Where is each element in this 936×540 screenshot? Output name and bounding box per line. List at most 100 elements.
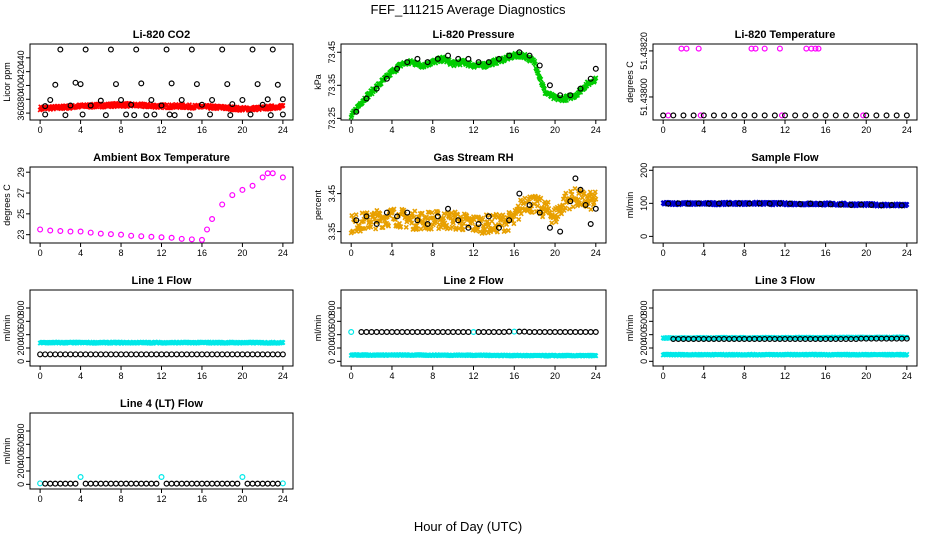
data-point [570,204,576,210]
data-point [214,480,221,487]
y-axis-label: Licor ppm [2,62,12,102]
data-point [873,112,880,119]
data-point [123,111,130,118]
data-point [832,112,839,119]
data-point [72,480,79,487]
panel-title: Line 4 (LT) Flow [120,398,203,410]
data-point [168,480,175,487]
x-tick-label: 24 [278,494,288,504]
data-point [148,96,155,103]
data-point [42,103,49,110]
data-point [198,101,205,108]
data-point [853,112,860,119]
data-point [363,95,370,102]
data-point [409,329,416,336]
data-point [131,112,138,119]
data-point [128,480,135,487]
y-tick-label: 23 [16,230,26,240]
data-point [521,328,528,335]
data-point [578,201,584,207]
data-point [143,351,150,358]
data-point [143,112,150,119]
marker-series-1 [665,200,905,209]
plot-frame [29,412,294,490]
data-point [883,112,890,119]
data-point [373,329,380,336]
y-axis-label: ml/min [2,438,12,465]
data-point [536,62,543,69]
marker-series-1 [665,45,867,119]
data-point [274,480,281,487]
x-tick-label: 16 [509,371,519,381]
data-point [87,229,94,236]
panel-title: Li-820 CO2 [133,29,190,41]
data-point [424,329,431,336]
y-tick-label: 420 [16,64,26,79]
plot-frame [29,289,294,367]
data-point [752,45,759,52]
data-point [480,329,487,336]
data-point [198,480,205,487]
data-point [47,351,54,358]
data-point [249,480,256,487]
data-point [741,112,748,119]
data-point [279,480,286,487]
y-tick-label: 73.45 [327,41,337,64]
data-point [450,329,457,336]
data-point [207,111,214,118]
data-point [592,192,598,198]
y-tick-label: 51.43800 [639,78,649,116]
data-point [118,231,125,238]
data-point [665,112,672,119]
data-point [107,231,114,238]
data-point [67,480,74,487]
data-point [158,234,165,241]
data-point [193,351,200,358]
x-tick-label: 16 [509,125,519,135]
data-point [526,329,533,336]
x-tick-label: 24 [278,371,288,381]
x-tick-label: 0 [38,371,43,381]
x-tick-label: 0 [38,125,43,135]
data-point [97,230,104,237]
x-tick-label: 16 [197,125,207,135]
data-point [569,191,575,198]
y-axis-label: ml/min [2,315,12,342]
data-point [148,480,155,487]
marker-series-2 [660,112,910,119]
data-point [112,480,119,487]
data-point [92,351,99,358]
data-point [700,112,707,119]
data-point [567,198,574,205]
x-tick-label: 16 [197,371,207,381]
data-point [803,45,810,52]
data-point [247,111,254,118]
x-tick-label: 24 [278,248,288,258]
data-point [239,474,246,481]
data-point [748,45,755,52]
data-point [151,111,158,118]
x-tick-label: 16 [197,248,207,258]
data-point [482,226,488,232]
data-point [42,480,49,487]
y-tick-label: 800 [639,300,649,315]
y-axis-label: ml/min [625,192,635,219]
data-point [204,480,211,487]
data-point [680,112,687,119]
data-point [807,200,814,207]
data-point [209,96,216,103]
data-point [178,235,185,242]
data-point [710,112,717,119]
data-point [123,351,130,358]
data-point [349,212,355,219]
data-point [526,202,533,209]
data-point [470,329,477,336]
data-point [424,59,431,66]
data-point [536,329,543,336]
data-point [403,224,409,230]
x-tick-label: 0 [349,248,354,258]
y-tick-label: 400 [16,327,26,342]
y-tick-label: 0 [16,482,26,487]
data-point [592,205,599,212]
